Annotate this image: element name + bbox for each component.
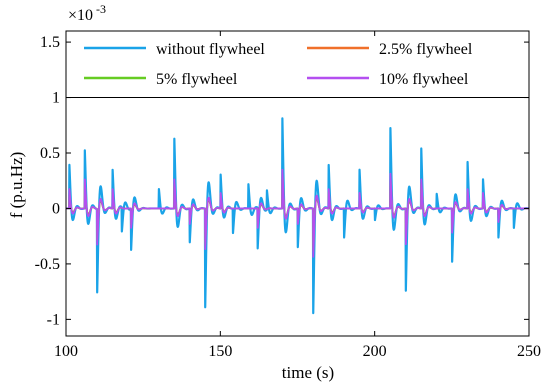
x-tick-label: 100 [54, 343, 78, 360]
y-axis-label: f (p.u.Hz) [7, 152, 26, 219]
y-tick-label: -0.5 [35, 256, 60, 273]
legend-label: 10% flywheel [379, 71, 469, 88]
legend-label: 2.5% flywheel [379, 41, 473, 58]
legend-item-2: 2.5% flywheel [307, 41, 473, 58]
x-tick-label: 250 [517, 343, 541, 360]
y-tick-label: 1.5 [40, 34, 60, 51]
series-line-4 [66, 168, 529, 258]
y-multiplier-base: ×10 [68, 7, 93, 24]
plot-frame [65, 30, 530, 337]
y-multiplier-exponent: -3 [96, 2, 106, 16]
y-tick-label: 0.5 [40, 145, 60, 162]
legend: without flywheel 2.5% flywheel 5% flywheel… [84, 41, 473, 88]
y-tick-label: 0 [52, 200, 60, 217]
y-multiplier: ×10 -3 [68, 2, 106, 24]
y-tick-label: -1 [47, 311, 60, 328]
legend-item-4: 10% flywheel [307, 71, 469, 88]
series-layer [66, 117, 529, 315]
legend-label: without flywheel [156, 41, 265, 58]
x-tick-label: 150 [208, 343, 232, 360]
x-tick-label: 200 [363, 343, 387, 360]
legend-item-1: without flywheel [84, 41, 265, 58]
tick-layer: 100 150 200 250 -1 -0.5 0 0.5 1 1.5 [35, 31, 541, 360]
legend-item-3: 5% flywheel [84, 71, 238, 88]
legend-label: 5% flywheel [156, 71, 238, 88]
y-tick-label: 1 [52, 90, 60, 107]
x-axis-label: time (s) [282, 363, 334, 382]
